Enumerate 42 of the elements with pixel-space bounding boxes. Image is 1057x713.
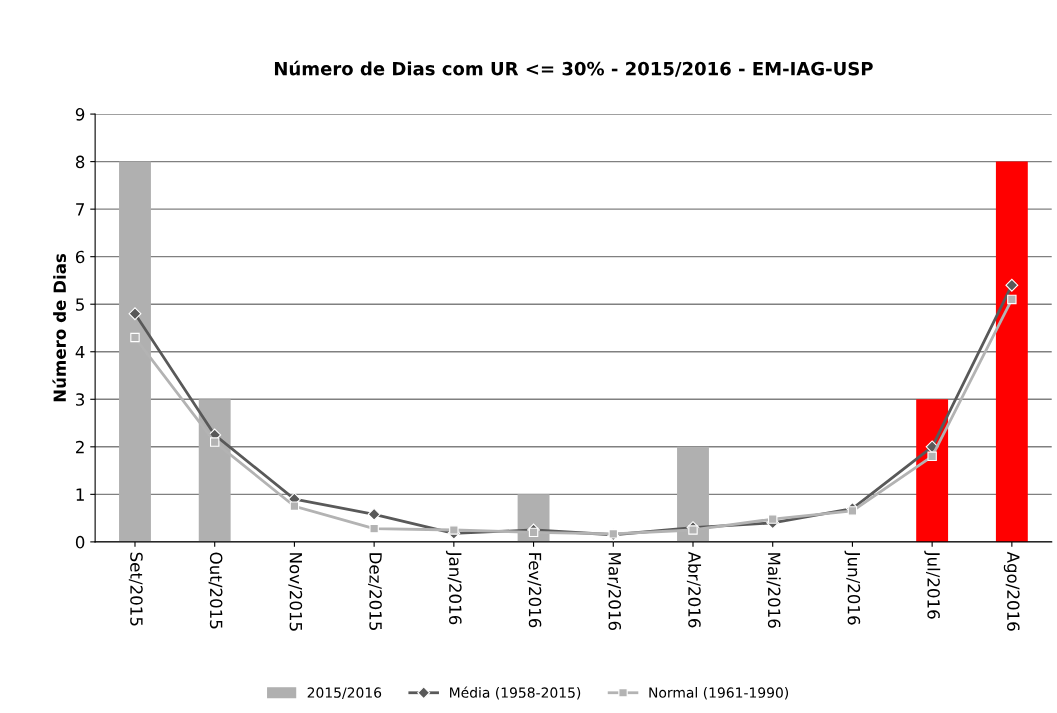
- y-tick-label: 4: [75, 345, 85, 359]
- point: [449, 525, 459, 535]
- point: [528, 527, 539, 538]
- y-tick-label: 8: [75, 155, 85, 169]
- point: [847, 506, 858, 516]
- y-tick-label: 3: [76, 393, 85, 406]
- y-tick-label: 1: [76, 488, 84, 501]
- point: [209, 437, 220, 447]
- y-tick-label: 0: [75, 535, 85, 549]
- chart-title: Número de Dias com UR <= 30% - 2015/2016 - EM-IAG-USP: [274, 60, 873, 77]
- x-tick-label: Mai/2016: [766, 553, 781, 628]
- bar: [995, 161, 1028, 542]
- bar: [916, 399, 949, 542]
- legend-label: Normal (1961-1990): [649, 687, 789, 700]
- x-tick-label: Abr/2016: [686, 551, 702, 628]
- point: [1007, 294, 1017, 305]
- x-tick-label: Jan/2016: [445, 550, 462, 625]
- point: [289, 501, 300, 511]
- x-tick-label: Ago/2016: [1003, 551, 1020, 631]
- point: [767, 514, 778, 524]
- point: [688, 525, 698, 535]
- legend-label: Média (1958-2015): [450, 686, 581, 700]
- legend-label: 2015/2016: [307, 687, 382, 699]
- point: [128, 307, 142, 321]
- point: [130, 332, 140, 343]
- point: [927, 451, 937, 462]
- y-tick-label: 5: [76, 298, 84, 311]
- x-tick-label: Out/2015: [208, 552, 223, 629]
- y-tick-label: 7: [76, 203, 84, 216]
- y-tick-label: 2: [76, 440, 84, 454]
- y-axis-title: Número de Dias: [52, 253, 67, 402]
- y-tick-label: 6: [75, 250, 85, 264]
- x-tick-label: Jul/2016: [924, 550, 941, 619]
- x-tick-label: Dez/2015: [367, 553, 382, 631]
- x-tick-label: Jun/2016: [844, 550, 861, 625]
- x-tick-label: Mar/2016: [607, 553, 622, 631]
- point: [1005, 278, 1019, 292]
- y-tick-label: 9: [75, 108, 85, 121]
- point: [367, 507, 381, 521]
- x-tick-label: Nov/2015: [288, 553, 303, 631]
- x-tick-label: Fev/2016: [527, 553, 542, 628]
- x-tick-label: Set/2015: [128, 552, 143, 626]
